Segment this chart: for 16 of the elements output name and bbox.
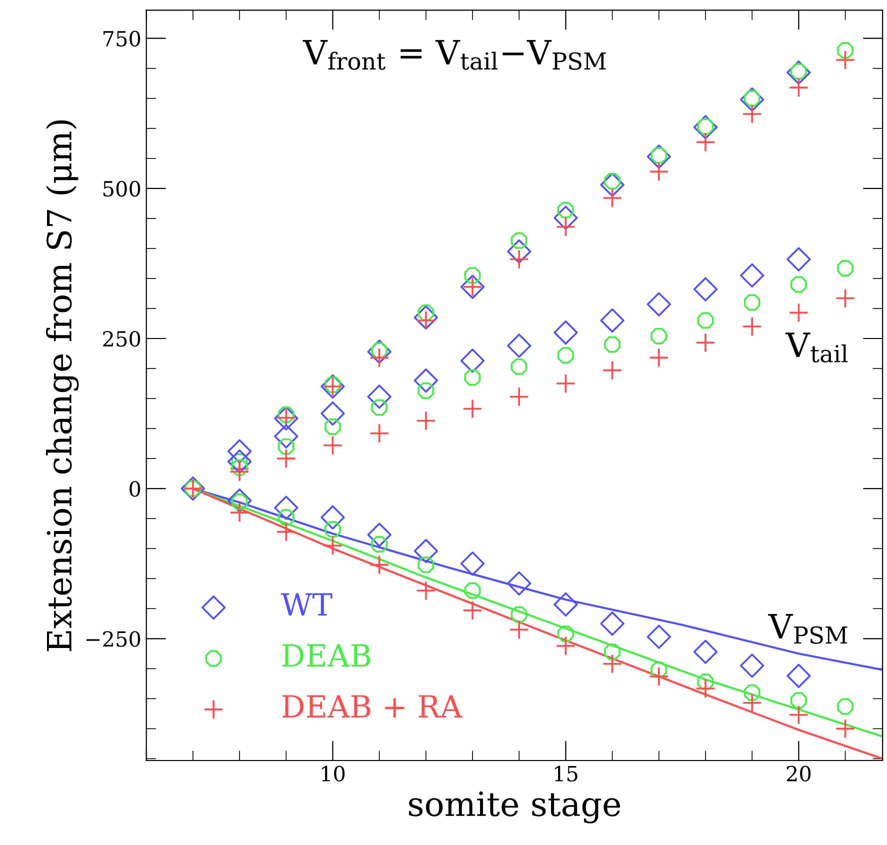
y-tick-label: −250 bbox=[86, 631, 140, 647]
annotation: V$_{PSM}$ bbox=[768, 614, 848, 644]
legend-label: DEAB + RA bbox=[282, 695, 463, 718]
y-tick-label: 250 bbox=[103, 330, 140, 347]
x-tick-label: 15 bbox=[555, 766, 578, 782]
x-axis-title: somite stage bbox=[409, 791, 620, 824]
annotation: V$_{tail}$ bbox=[785, 332, 848, 362]
x-tick-label: 20 bbox=[786, 766, 811, 782]
y-axis-title: Extension change from S7 (μm) bbox=[46, 120, 79, 652]
x-tick-label: 10 bbox=[322, 766, 345, 782]
legend-label: DEAB bbox=[282, 644, 370, 667]
y-tick-label: 0 bbox=[130, 481, 140, 497]
y-tick-label: 500 bbox=[104, 180, 140, 197]
legend-label: WT bbox=[280, 593, 332, 616]
y-tick-label: 750 bbox=[103, 30, 140, 47]
annotation: V$_{front}$ = V$_{tail}$−V$_{PSM}$ bbox=[302, 40, 606, 70]
